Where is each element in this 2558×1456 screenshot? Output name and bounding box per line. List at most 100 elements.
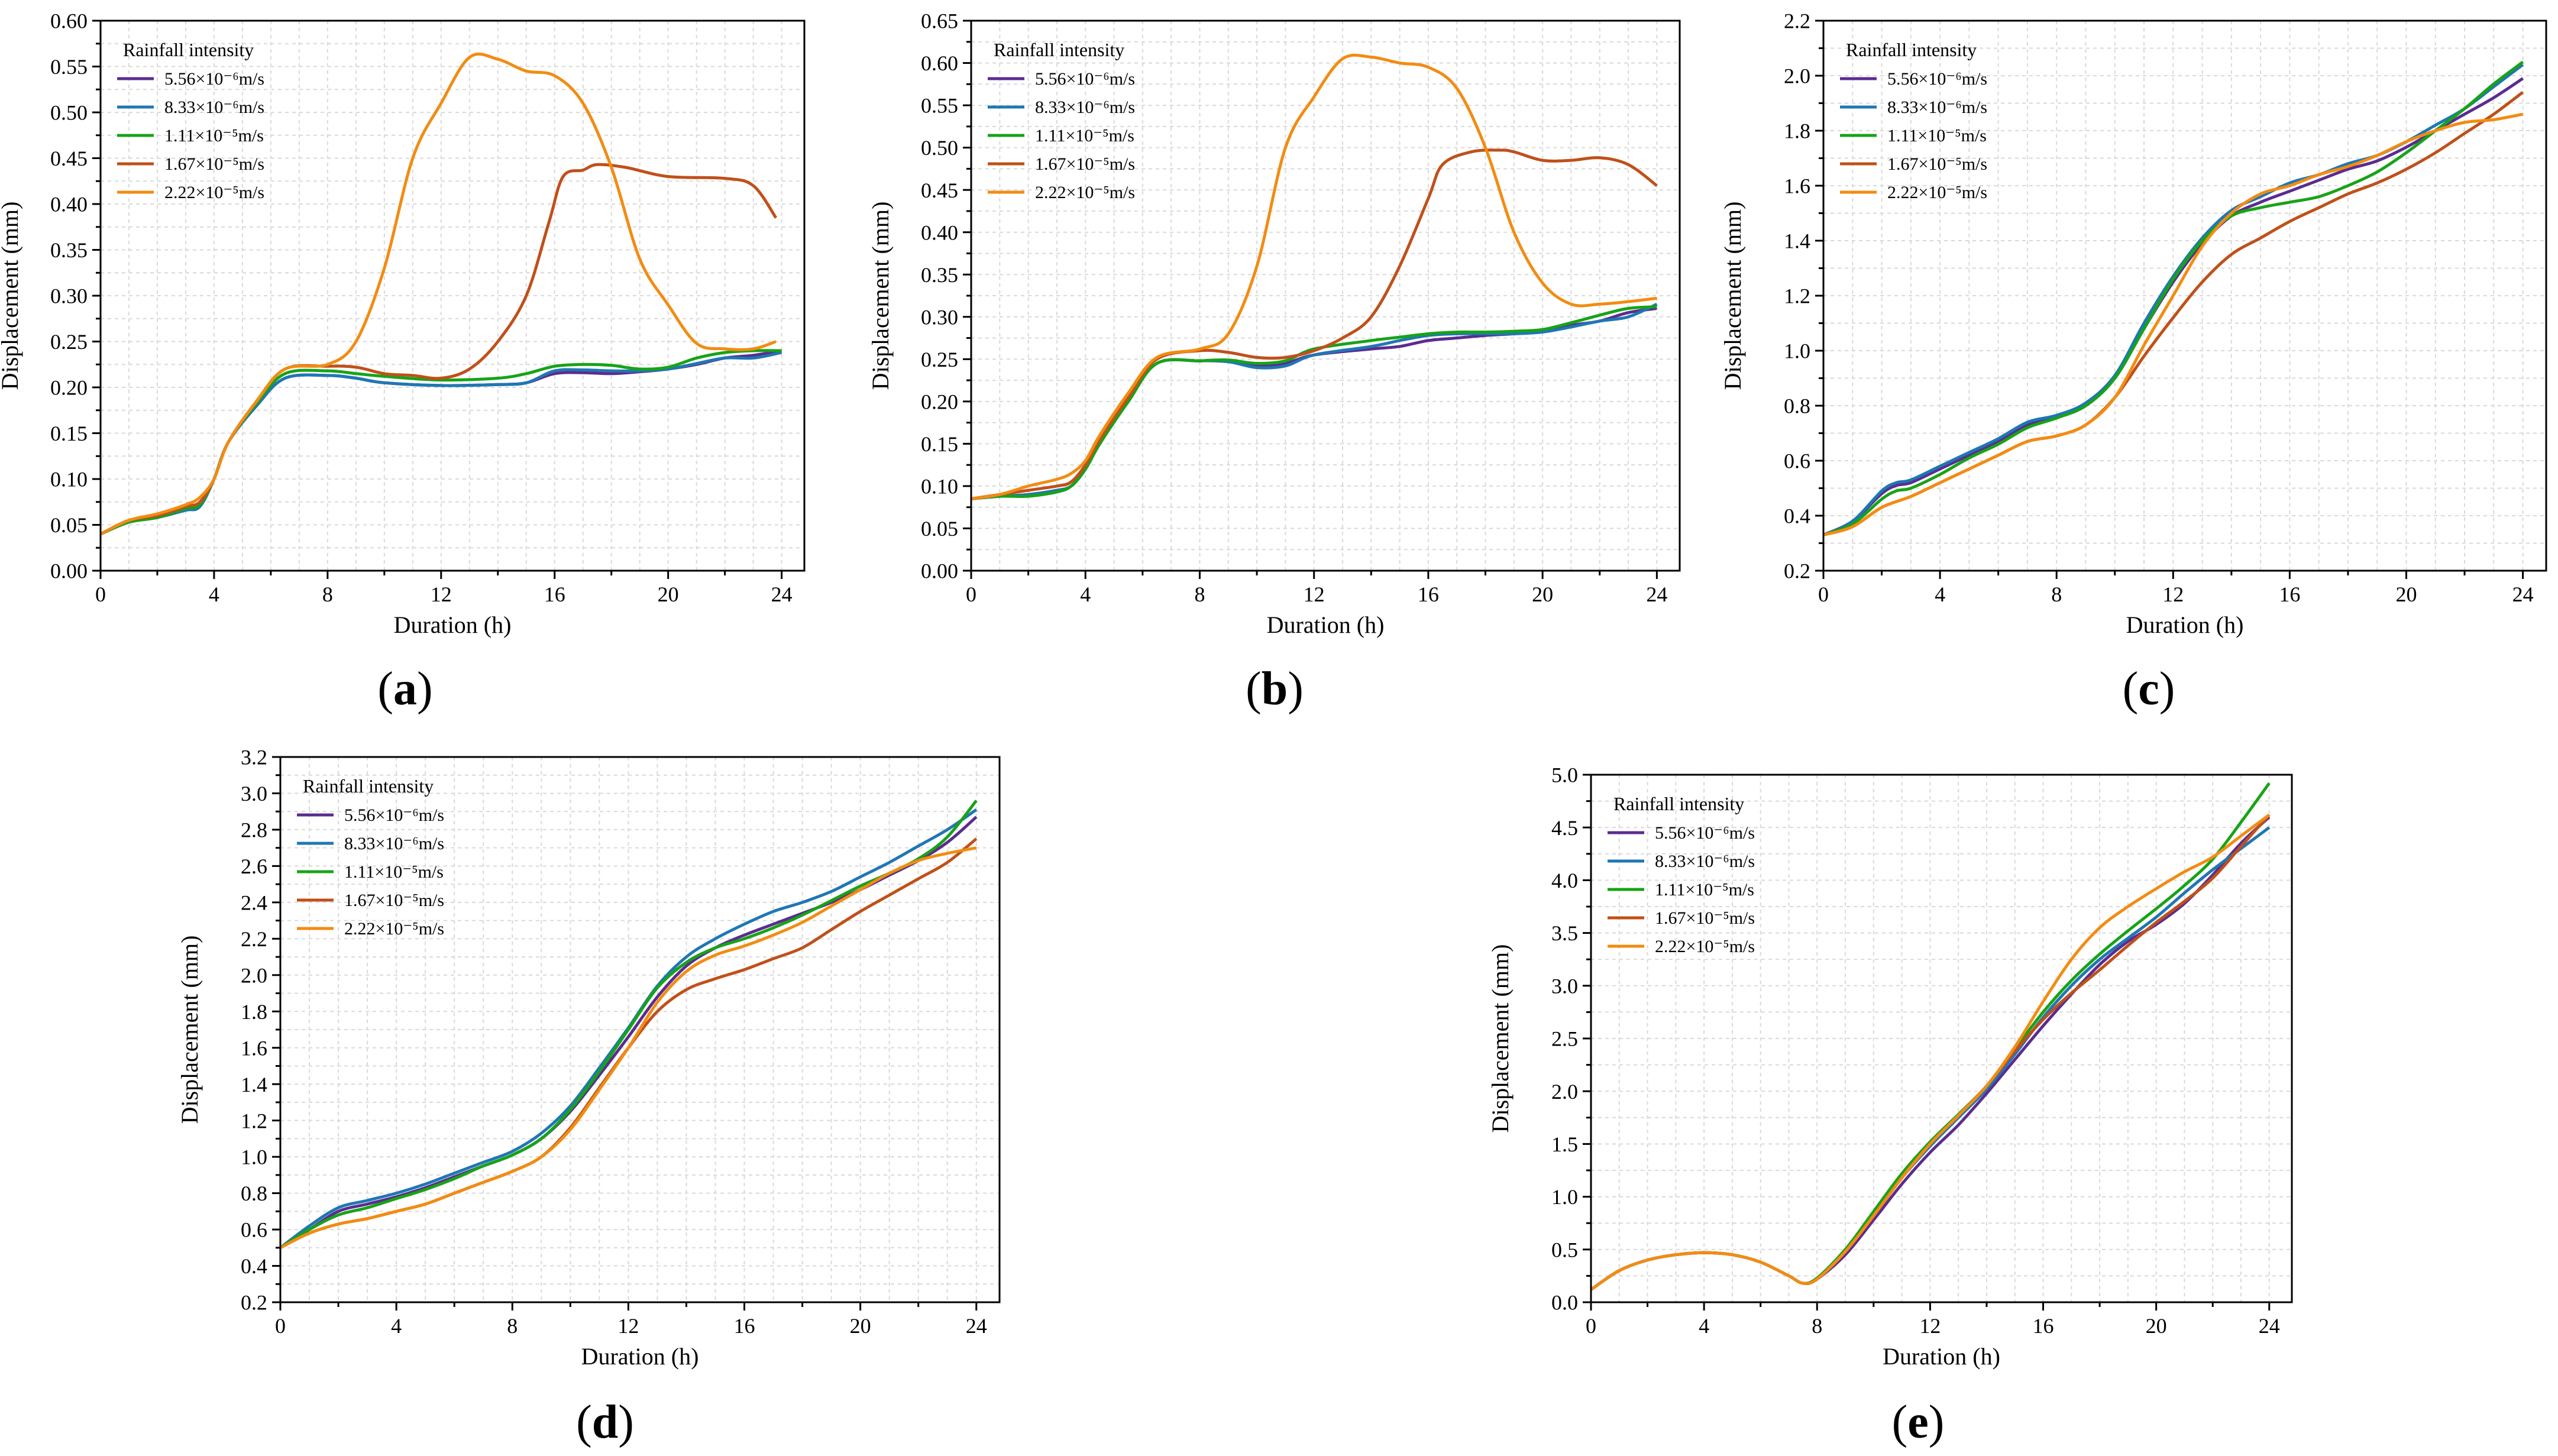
legend-label-2: 8.33×10⁻⁶m/s <box>1887 98 1987 117</box>
series-line-3 <box>1823 60 2524 536</box>
x-tick-label: 4 <box>209 583 219 606</box>
panel-label-a: (a) <box>377 663 433 715</box>
x-tick-label: 4 <box>391 1314 402 1338</box>
y-axis-label: Displacement (mm) <box>0 202 23 390</box>
ticks: 0.2 0.4 0.6 0.8 1.0 1.2 1.4 1.6 1.8 2.0 2.2 0 4 8 12 16… <box>1784 9 2534 606</box>
y-tick-label: 1.0 <box>1784 339 1810 363</box>
grid <box>971 21 1680 571</box>
y-tick-label: 1.2 <box>1784 284 1810 308</box>
y-tick-label: 1.8 <box>1784 119 1810 143</box>
y-tick-label: 0.0 <box>1551 1291 1578 1315</box>
x-tick-label: 16 <box>544 583 565 606</box>
legend-label-5: 2.22×10⁻⁵m/s <box>1887 183 1987 202</box>
legend-label-3: 1.11×10⁻⁵m/s <box>164 126 264 145</box>
legend-label-4: 1.67×10⁻⁵m/s <box>344 891 444 910</box>
x-tick-label: 12 <box>431 583 452 606</box>
y-tick-label: 2.6 <box>241 855 267 878</box>
y-tick-label: 1.4 <box>241 1073 267 1096</box>
x-tick-label: 8 <box>1194 583 1205 606</box>
series-group <box>99 53 782 536</box>
y-tick-label: 0.2 <box>241 1291 267 1315</box>
y-tick-label: 0.00 <box>50 559 88 583</box>
series-line-5 <box>1823 112 2524 536</box>
x-axis-label: Duration (h) <box>581 1343 699 1370</box>
series-group <box>279 800 978 1250</box>
y-tick-label: 1.5 <box>1551 1133 1578 1156</box>
y-tick-label: 2.4 <box>241 891 267 914</box>
legend-label-3: 1.11×10⁻⁵m/s <box>1035 126 1134 145</box>
x-tick-label: 8 <box>322 583 333 606</box>
y-tick-label: 1.6 <box>241 1036 267 1060</box>
y-tick-label: 0.55 <box>921 94 958 118</box>
y-tick-label: 0.2 <box>1784 559 1810 583</box>
y-tick-label: 1.4 <box>1784 229 1810 253</box>
legend-label-1: 5.56×10⁻⁶m/s <box>1035 69 1135 89</box>
y-tick-label: 2.5 <box>1551 1027 1578 1051</box>
legend: Rainfall intensity 5.56×10⁻⁶m/s 8.33×10⁻⁶m… <box>1608 793 1755 956</box>
ticks: 0.0 0.5 1.0 1.5 2.0 2.5 3.0 3.5 4.0 4.5 5.0 0 4 8 12 16… <box>1551 763 2280 1338</box>
legend-label-3: 1.11×10⁻⁵m/s <box>1887 126 1987 145</box>
legend-label-5: 2.22×10⁻⁵m/s <box>1035 183 1135 202</box>
x-tick-label: 20 <box>2146 1314 2167 1338</box>
legend-label-1: 5.56×10⁻⁶m/s <box>1887 69 1987 89</box>
y-tick-label: 0.05 <box>921 517 958 541</box>
y-tick-label: 0.6 <box>241 1218 267 1242</box>
y-tick-label: 0.4 <box>241 1254 267 1278</box>
y-axis-label: Displacement (mm) <box>1487 944 1514 1133</box>
y-tick-label: 3.0 <box>1551 974 1578 998</box>
x-tick-label: 8 <box>507 1314 518 1338</box>
legend-label-2: 8.33×10⁻⁶m/s <box>1035 98 1135 117</box>
y-tick-label: 0.65 <box>921 9 958 33</box>
y-tick-label: 2.2 <box>1784 9 1810 33</box>
y-tick-label: 1.0 <box>1551 1185 1578 1209</box>
x-tick-label: 24 <box>2259 1314 2280 1338</box>
series-line-5 <box>99 53 777 536</box>
y-tick-label: 1.0 <box>241 1146 267 1169</box>
legend-label-1: 5.56×10⁻⁶m/s <box>1655 823 1755 843</box>
y-tick-label: 0.8 <box>1784 394 1810 418</box>
x-tick-label: 0 <box>1818 583 1829 606</box>
x-axis-label: Duration (h) <box>394 611 512 638</box>
panel-label-c: (c) <box>2122 663 2175 715</box>
chart-svg-c: 0.2 0.4 0.6 0.8 1.0 1.2 1.4 1.6 1.8 2.0 2.2 0 4 8 12 16… <box>1719 9 2547 638</box>
y-tick-label: 0.45 <box>50 147 88 170</box>
x-tick-label: 0 <box>95 583 106 606</box>
chart-svg-d: 0.2 0.4 0.6 0.8 1.0 1.2 1.4 1.6 1.8 2.0 2.2 2.4 2.6 2… <box>176 746 1001 1370</box>
y-tick-label: 4.0 <box>1551 869 1578 892</box>
y-tick-label: 0.60 <box>50 9 88 33</box>
series-line-4 <box>99 163 778 536</box>
legend-label-2: 8.33×10⁻⁶m/s <box>1655 852 1755 871</box>
y-axis-label: Displacement (mm) <box>176 936 203 1124</box>
series-group <box>1590 782 2271 1291</box>
legend-label-4: 1.67×10⁻⁵m/s <box>1035 154 1135 174</box>
y-axis-label: Displacement (mm) <box>1719 202 1746 390</box>
x-axis-label: Duration (h) <box>1883 1343 2000 1370</box>
y-tick-label: 3.0 <box>241 782 267 805</box>
panel-label-e: (e) <box>1891 1396 1945 1448</box>
legend: Rainfall intensity 5.56×10⁻⁶m/s 8.33×10⁻⁶m… <box>297 775 444 939</box>
x-tick-label: 4 <box>1699 1314 1709 1338</box>
y-tick-label: 0.25 <box>50 330 88 354</box>
legend-label-1: 5.56×10⁻⁶m/s <box>164 69 264 89</box>
x-tick-label: 0 <box>1586 1314 1596 1338</box>
legend-title: Rainfall intensity <box>303 775 434 797</box>
legend: Rainfall intensity 5.56×10⁻⁶m/s 8.33×10⁻⁶m… <box>117 39 264 202</box>
x-tick-label: 24 <box>771 583 793 606</box>
ticks: 0.2 0.4 0.6 0.8 1.0 1.2 1.4 1.6 1.8 2.0 2.2 2.4 2.6 2… <box>241 746 987 1338</box>
legend-title: Rainfall intensity <box>994 39 1124 60</box>
ticks: 0.00 0.05 0.10 0.15 0.20 0.25 0.30 0.35 0.40 0.45… <box>50 9 793 606</box>
grid <box>1591 775 2292 1302</box>
legend-label-1: 5.56×10⁻⁶m/s <box>344 805 444 825</box>
x-tick-label: 8 <box>2051 583 2062 606</box>
y-tick-label: 0.60 <box>921 51 958 75</box>
chart-svg-a: 0.00 0.05 0.10 0.15 0.20 0.25 0.30 0.35 0.40 0.45… <box>0 9 806 638</box>
x-tick-label: 16 <box>2033 1314 2054 1338</box>
y-tick-label: 0.5 <box>1551 1238 1578 1261</box>
y-tick-label: 0.00 <box>921 559 958 583</box>
panel-label-d: (d) <box>576 1396 634 1448</box>
y-tick-label: 2.0 <box>1784 64 1810 88</box>
y-axis-label: Displacement (mm) <box>867 202 894 390</box>
legend-title: Rainfall intensity <box>1846 39 1977 60</box>
y-tick-label: 1.2 <box>241 1109 267 1133</box>
legend: Rainfall intensity 5.56×10⁻⁶m/s 8.33×10⁻⁶m… <box>988 39 1135 202</box>
